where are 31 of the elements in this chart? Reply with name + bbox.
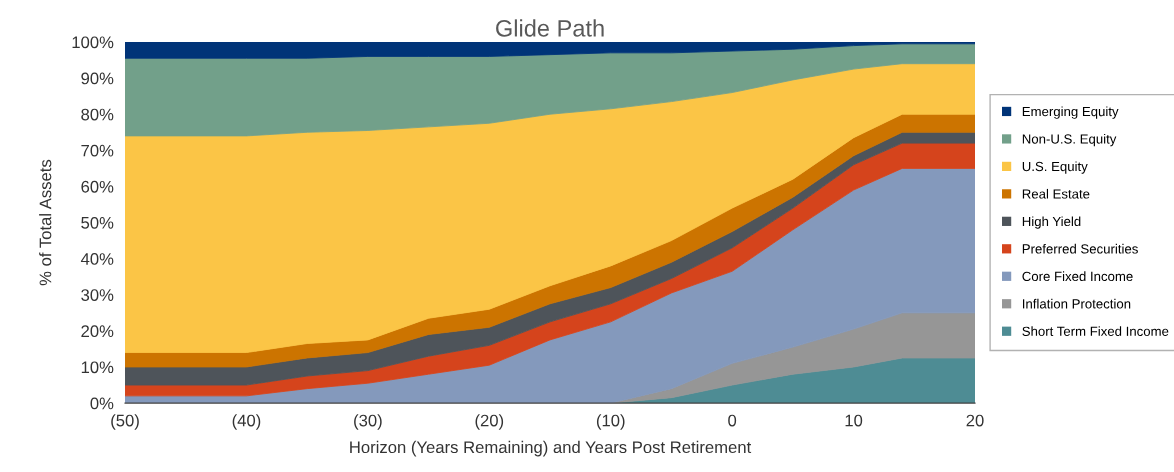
x-tick-label: 10 — [845, 414, 863, 427]
legend-label: Non-U.S. Equity — [1022, 133, 1117, 147]
legend-label: U.S. Equity — [1022, 161, 1088, 174]
x-tick-label: (30) — [354, 414, 382, 430]
y-tick-label: 100% — [72, 36, 114, 49]
y-tick-label: 50% — [81, 216, 114, 229]
legend-label: Emerging Equity — [1022, 106, 1119, 119]
y-tick-label: 40% — [80, 253, 114, 265]
chart-title: Glide Path — [496, 19, 604, 37]
x-tick-label: (40) — [232, 414, 261, 430]
y-tick-label: 10% — [81, 361, 114, 374]
x-tick-label: 0 — [728, 414, 737, 427]
x-tick-label: 20 — [966, 414, 984, 427]
y-tick-label: 0% — [90, 397, 114, 410]
x-tick-label: (50) — [111, 414, 139, 430]
y-tick-label: 90% — [81, 72, 114, 85]
x-tick-label: (10) — [596, 414, 625, 430]
legend-label: Core Fixed Income — [1022, 271, 1133, 282]
y-tick-label: 80% — [81, 108, 114, 121]
legend-label: Preferred Securities — [1022, 243, 1138, 254]
legend-label: High Yield — [1022, 216, 1081, 229]
legend-label: Inflation Protection — [1022, 298, 1131, 309]
x-axis-title: Horizon (Years Remaining) and Years Post Retirement — [350, 440, 752, 457]
y-axis-title: % of Total Assets — [39, 159, 52, 286]
y-tick-label: 70% — [81, 144, 114, 157]
y-tick-label: 20% — [81, 325, 114, 338]
legend-label: Real Estate — [1022, 188, 1090, 199]
y-tick-label: 60% — [81, 180, 114, 193]
legend-label: Short Term Fixed Income — [1022, 326, 1169, 336]
y-tick-label: 30% — [81, 289, 114, 301]
x-tick-label: (20) — [475, 414, 504, 430]
